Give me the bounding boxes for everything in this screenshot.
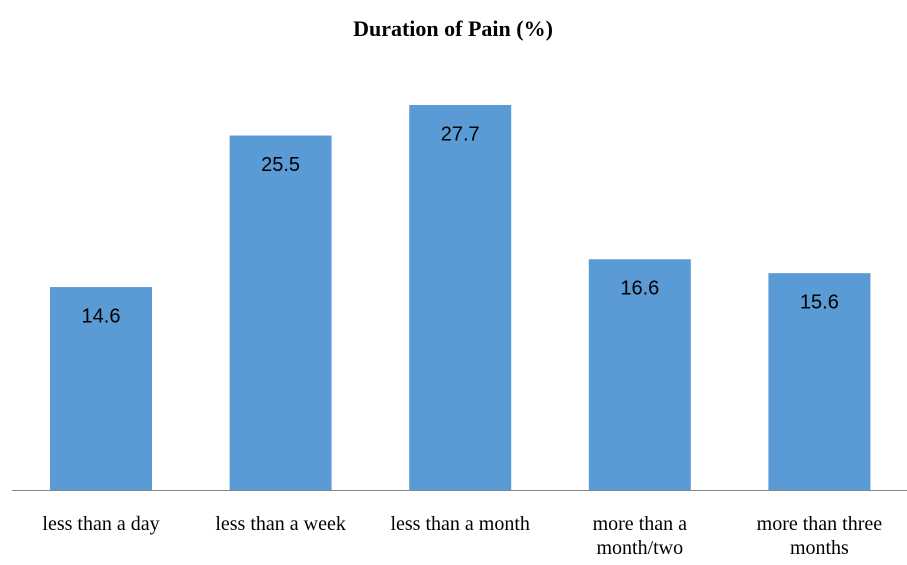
value-label: 25.5: [261, 154, 300, 176]
x-tick-label: more than three months: [756, 513, 883, 559]
bar: [409, 104, 512, 490]
bar: [50, 287, 152, 490]
x-tick-label: less than a week: [215, 513, 346, 535]
x-tick-label: more than a month/two: [592, 513, 687, 559]
value-label: 15.6: [800, 291, 839, 313]
bar: [588, 259, 691, 490]
value-label: 14.6: [82, 305, 121, 327]
x-tick-label: less than a month: [390, 513, 530, 535]
value-label: 27.7: [441, 123, 480, 145]
value-label: 16.6: [620, 278, 659, 300]
chart-title: Duration of Pain (%): [353, 16, 553, 41]
bar: [229, 135, 332, 491]
bar: [768, 273, 871, 490]
x-tick-label: less than a day: [42, 513, 160, 535]
